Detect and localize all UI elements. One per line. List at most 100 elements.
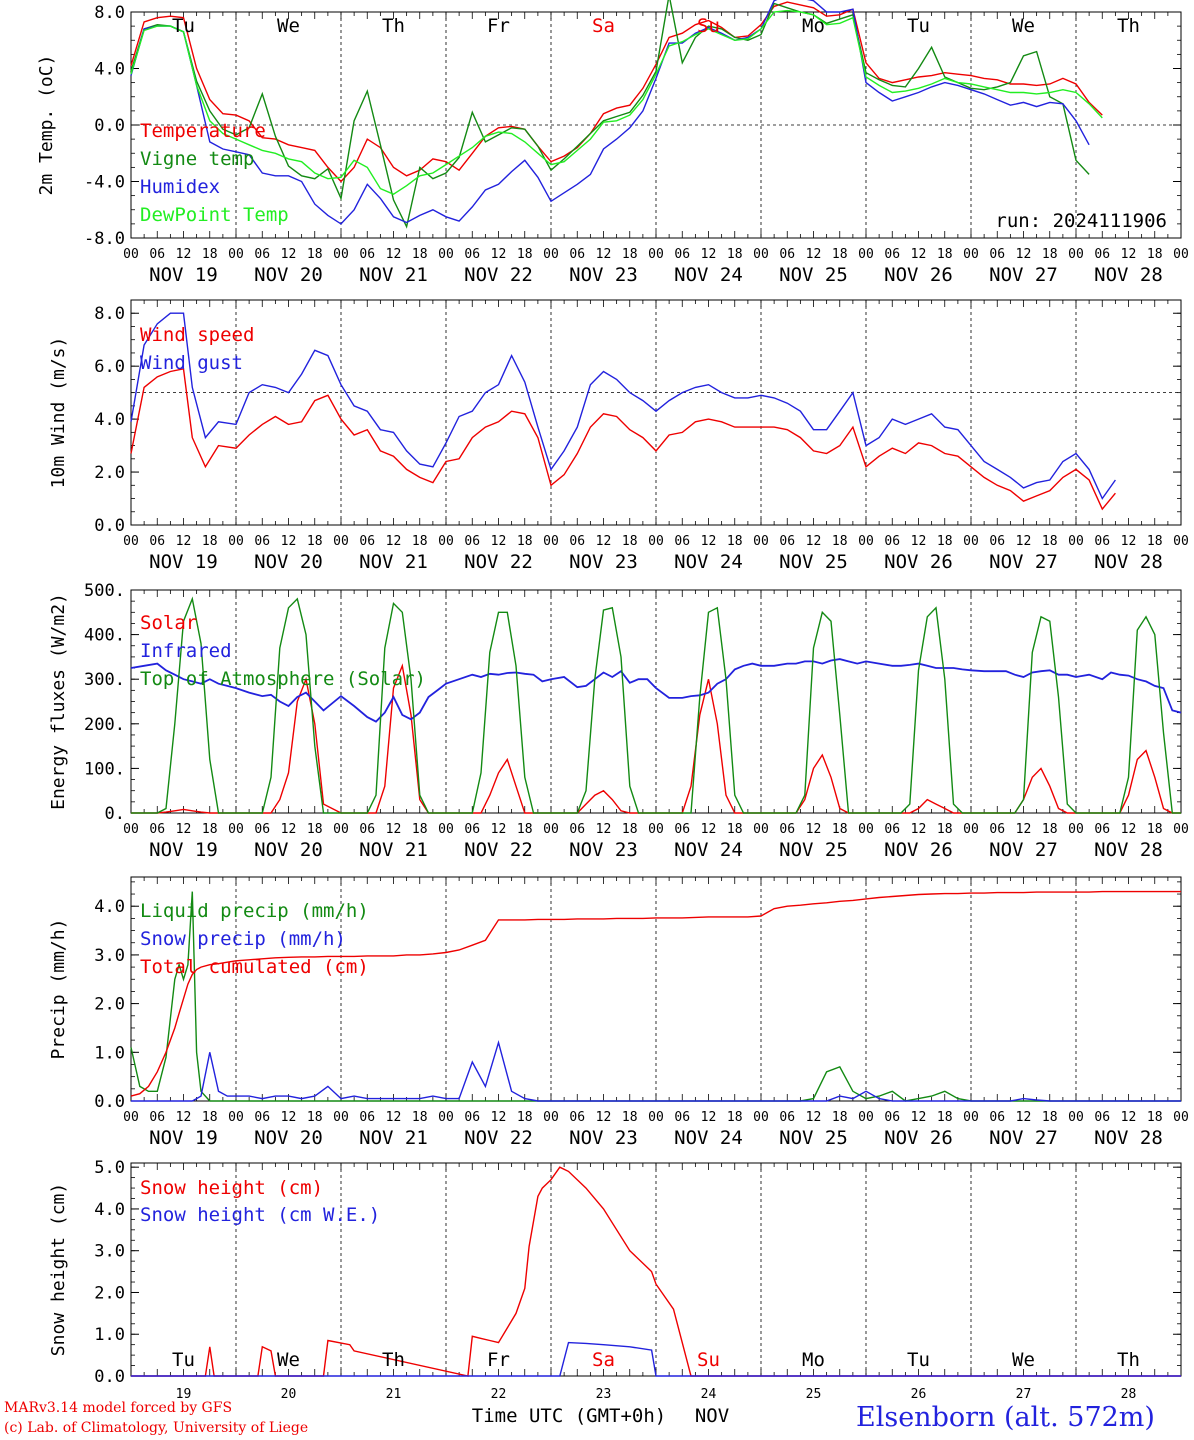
copyright: (c) Lab. of Climatology, University of L… — [4, 1420, 309, 1436]
hour-label: 12 — [1016, 534, 1032, 549]
hour-label: 06 — [674, 534, 690, 549]
hour-label: 00 — [333, 247, 349, 262]
hour-label: 18 — [622, 534, 638, 549]
date-label: NOV 26 — [884, 1127, 953, 1149]
hour-label: 12 — [386, 247, 402, 262]
legend-entry: Wind gust — [140, 352, 243, 374]
hour-label: 12 — [281, 247, 297, 262]
hour-label: 00 — [753, 1110, 769, 1125]
hour-label: 06 — [149, 822, 165, 837]
hour-label: 12 — [806, 1110, 822, 1125]
panel-1: -8.0 -4.0 0.0 4.0 8.0 2m Temp. (oC) Temperatur… — [36, 0, 1189, 286]
day-number: 27 — [1016, 1387, 1032, 1402]
hour-label: 00 — [753, 247, 769, 262]
panel-5: 0.0 1.0 2.0 3.0 4.0 5.0 Snow height (cm) Snow h… — [48, 1158, 1182, 1427]
hour-label: 00 — [228, 247, 244, 262]
date-label: NOV 22 — [464, 264, 533, 286]
hour-label: 12 — [701, 247, 717, 262]
hour-label: 18 — [307, 1110, 323, 1125]
date-label: NOV 21 — [359, 551, 428, 573]
hour-label: 12 — [701, 1110, 717, 1125]
hour-label: 12 — [1121, 534, 1137, 549]
hour-label: 12 — [701, 822, 717, 837]
hour-label: 12 — [596, 247, 612, 262]
date-label: NOV 24 — [674, 1127, 743, 1149]
hour-label: 18 — [517, 534, 533, 549]
y-tick-label: 3.0 — [94, 946, 125, 966]
hour-label: 06 — [884, 822, 900, 837]
hour-label: 00 — [648, 822, 664, 837]
hour-label: 00 — [858, 534, 874, 549]
series-line-1 — [130, 312, 1116, 500]
hour-label: 06 — [359, 247, 375, 262]
hour-label: 12 — [911, 534, 927, 549]
hour-label: 00 — [543, 247, 559, 262]
hour-label: 00 — [123, 1110, 139, 1125]
hour-label: 00 — [858, 822, 874, 837]
hour-label: 06 — [569, 1110, 585, 1125]
y-tick-label: 100. — [84, 759, 125, 779]
date-label: NOV 23 — [569, 264, 638, 286]
hour-label: 06 — [464, 822, 480, 837]
legend-entry: DewPoint Temp — [140, 204, 289, 226]
hour-label: 06 — [779, 247, 795, 262]
hour-label: 00 — [1173, 1110, 1189, 1125]
run-annotation: run: 2024111906 — [995, 210, 1167, 232]
hour-label: 00 — [1068, 247, 1084, 262]
hour-label: 18 — [1147, 247, 1163, 262]
hour-label: 12 — [386, 1110, 402, 1125]
series-line-1 — [130, 0, 1090, 229]
hour-label: 06 — [779, 822, 795, 837]
hour-label: 06 — [464, 1110, 480, 1125]
hour-label: 12 — [806, 822, 822, 837]
day-name: Fr — [487, 15, 510, 37]
hour-label: 12 — [806, 247, 822, 262]
legend-entry: Total cumulated (cm) — [140, 956, 369, 978]
y-tick-label: 4.0 — [94, 60, 125, 80]
date-label: NOV 25 — [779, 264, 848, 286]
panel-2: 0.0 2.0 4.0 6.0 8.0 10m Wind (m/s) Wind speed W… — [48, 299, 1189, 573]
y-tick-label: 4.0 — [94, 897, 125, 917]
date-label: NOV 27 — [989, 839, 1058, 861]
hour-label: 00 — [543, 1110, 559, 1125]
hour-label: 12 — [596, 1110, 612, 1125]
hour-label: 06 — [1094, 534, 1110, 549]
hour-label: 00 — [963, 822, 979, 837]
date-label: NOV 19 — [149, 839, 218, 861]
hour-label: 18 — [727, 822, 743, 837]
hour-label: 00 — [753, 534, 769, 549]
hour-label: 00 — [858, 1110, 874, 1125]
day-name: We — [277, 1349, 300, 1371]
hour-label: 06 — [884, 1110, 900, 1125]
date-label: NOV 21 — [359, 1127, 428, 1149]
day-number: 25 — [806, 1387, 822, 1402]
y-tick-label: 5.0 — [94, 1158, 125, 1178]
hour-label: 00 — [1173, 822, 1189, 837]
hour-label: 12 — [596, 822, 612, 837]
hour-label: 06 — [569, 822, 585, 837]
day-name: Th — [382, 15, 405, 37]
date-label: NOV 20 — [254, 551, 323, 573]
date-label: NOV 24 — [674, 839, 743, 861]
hour-label: 00 — [438, 1110, 454, 1125]
hour-label: 18 — [307, 822, 323, 837]
hour-label: 12 — [596, 534, 612, 549]
y-tick-label: 1.0 — [94, 1325, 125, 1345]
hour-label: 00 — [543, 534, 559, 549]
model-credit: MARv3.14 model forced by GFS — [4, 1400, 233, 1416]
legend-entry: Snow precip (mm/h) — [140, 928, 346, 950]
hour-label: 12 — [1016, 247, 1032, 262]
hour-label: 00 — [648, 534, 664, 549]
day-name: Sa — [592, 15, 615, 37]
hour-label: 06 — [149, 1110, 165, 1125]
date-label: NOV 19 — [149, 1127, 218, 1149]
day-name: We — [277, 15, 300, 37]
hour-label: 12 — [281, 534, 297, 549]
hour-label: 12 — [1121, 822, 1137, 837]
hour-label: 00 — [753, 822, 769, 837]
date-label: NOV 27 — [989, 1127, 1058, 1149]
date-label: NOV 19 — [149, 551, 218, 573]
y-tick-label: -8.0 — [84, 229, 125, 249]
hour-label: 06 — [149, 534, 165, 549]
